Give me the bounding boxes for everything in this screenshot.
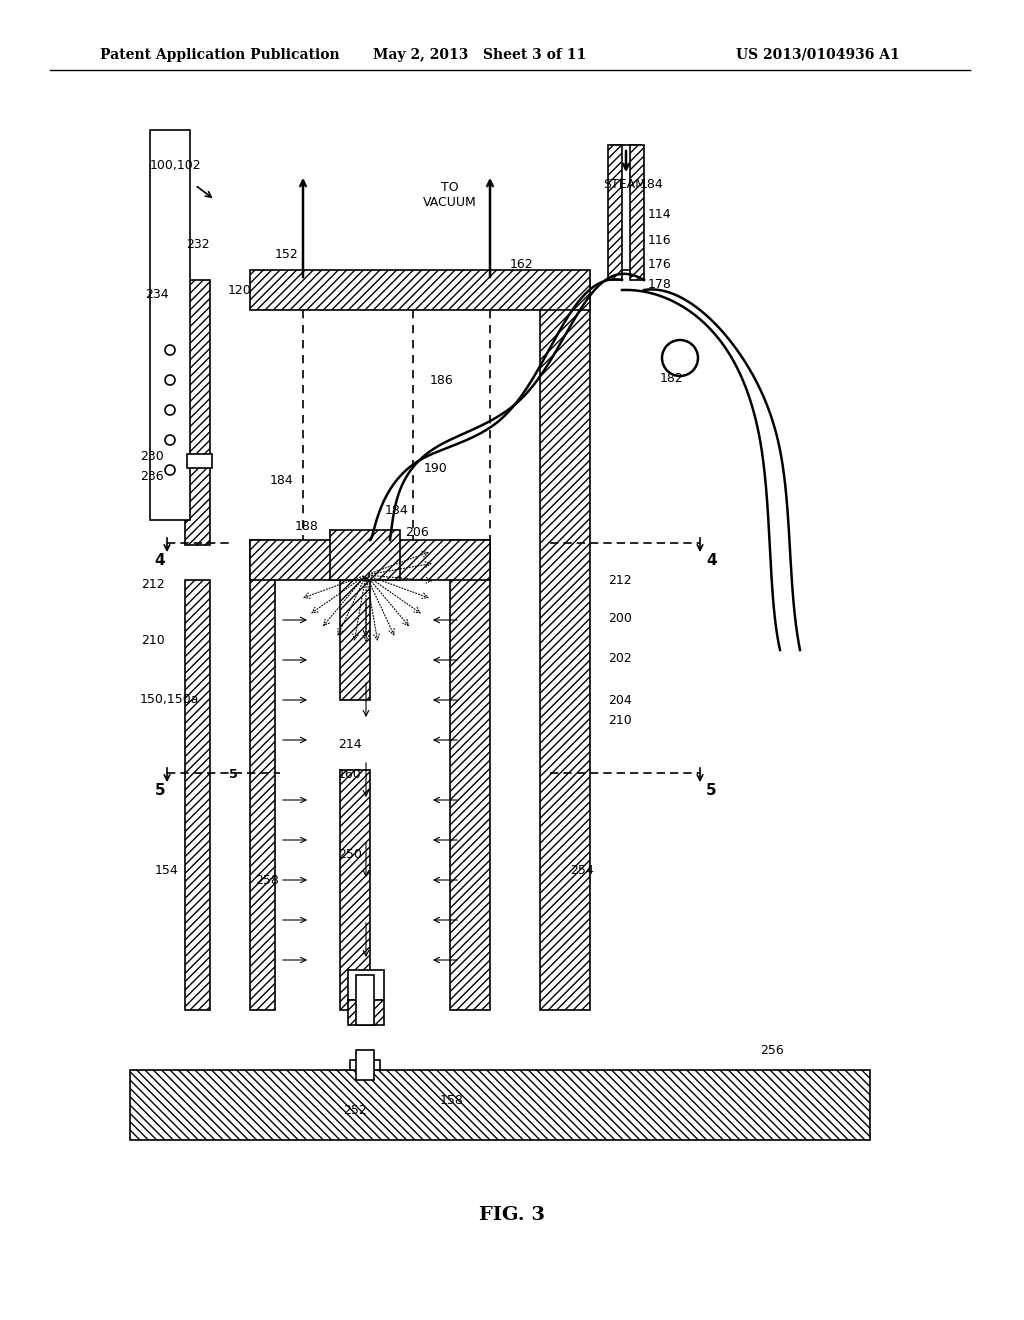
Text: 230: 230 (140, 450, 164, 462)
Bar (185, 579, 210, 1010)
Text: 254: 254 (570, 863, 594, 876)
Text: 236: 236 (140, 470, 164, 483)
Text: 5: 5 (155, 783, 165, 799)
Text: 184: 184 (640, 178, 664, 191)
Text: FIG. 3: FIG. 3 (479, 1206, 545, 1224)
Text: 212: 212 (608, 573, 632, 586)
Bar (340, 770, 370, 1010)
Bar (130, 1071, 870, 1140)
Text: 202: 202 (608, 652, 632, 664)
Text: 210: 210 (608, 714, 632, 726)
Text: 232: 232 (186, 239, 210, 252)
Text: 5: 5 (228, 768, 238, 781)
Text: 182: 182 (660, 371, 684, 384)
Text: 100,102: 100,102 (150, 158, 202, 172)
Text: 258: 258 (255, 874, 279, 887)
Bar (250, 540, 275, 1010)
Text: 116: 116 (648, 234, 672, 247)
Bar (450, 540, 490, 1010)
Text: 234: 234 (145, 289, 169, 301)
Text: 214: 214 (338, 738, 361, 751)
Bar (612, 145, 640, 271)
Bar (150, 129, 190, 520)
Bar (340, 540, 370, 700)
Text: 256: 256 (760, 1044, 783, 1056)
Text: 190: 190 (424, 462, 447, 474)
Text: 162: 162 (510, 259, 534, 272)
Bar (250, 540, 490, 579)
Bar (356, 1049, 374, 1080)
Bar (540, 280, 590, 1010)
Text: 206: 206 (406, 525, 429, 539)
Text: 210: 210 (141, 634, 165, 647)
Text: 150,150a: 150,150a (140, 693, 200, 706)
Text: 212: 212 (141, 578, 165, 591)
Text: 200: 200 (608, 611, 632, 624)
Text: 184: 184 (385, 503, 409, 516)
Text: 186: 186 (430, 374, 454, 387)
Text: US 2013/0104936 A1: US 2013/0104936 A1 (736, 48, 900, 62)
Bar (350, 1060, 380, 1071)
Text: 178: 178 (648, 279, 672, 292)
Bar (608, 145, 622, 280)
Bar (348, 1001, 384, 1026)
Text: 5: 5 (706, 783, 717, 799)
Bar (356, 975, 374, 1026)
Bar (187, 454, 212, 469)
Bar (185, 280, 210, 545)
Text: 176: 176 (648, 259, 672, 272)
Text: 250: 250 (338, 849, 361, 862)
Text: May 2, 2013   Sheet 3 of 11: May 2, 2013 Sheet 3 of 11 (374, 48, 587, 62)
Text: Patent Application Publication: Patent Application Publication (100, 48, 340, 62)
Text: 188: 188 (295, 520, 318, 533)
Text: 4: 4 (706, 553, 717, 568)
Text: TO
VACUUM: TO VACUUM (423, 181, 477, 209)
Text: 158: 158 (440, 1093, 464, 1106)
Text: 252: 252 (343, 1104, 367, 1117)
Text: 154: 154 (155, 863, 179, 876)
Bar (348, 970, 384, 1001)
Text: 114: 114 (648, 209, 672, 222)
Text: 204: 204 (608, 693, 632, 706)
Text: 152: 152 (275, 248, 299, 261)
Text: 184: 184 (270, 474, 294, 487)
Text: STEAM: STEAM (603, 178, 646, 191)
Bar (250, 271, 590, 310)
Text: 160: 160 (338, 768, 361, 781)
Bar (630, 145, 644, 280)
Bar (330, 531, 400, 579)
Text: 120: 120 (228, 284, 252, 297)
Text: 4: 4 (155, 553, 165, 568)
